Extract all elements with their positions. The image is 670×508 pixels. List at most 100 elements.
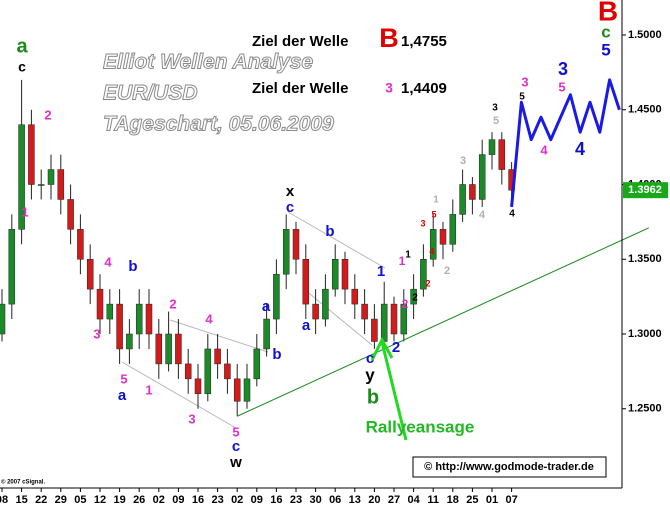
wave-label: b [367, 386, 379, 408]
forecast-line [510, 78, 621, 208]
candle-body [302, 259, 310, 305]
wave-label: c [18, 59, 26, 75]
candle-body [371, 318, 378, 342]
y-tick-label: 1.3000 [628, 328, 662, 340]
candle-body [47, 169, 55, 185]
wave-label: a [118, 387, 127, 404]
wave-label: 4 [575, 139, 585, 159]
candle-body [263, 318, 270, 350]
rally-arrow [370, 336, 408, 441]
wave-label: a [16, 35, 28, 57]
candle-body [37, 184, 45, 186]
wave-label: b [325, 223, 334, 240]
wave-label: 5 [120, 371, 127, 386]
last-price: 1.3962 [628, 184, 662, 196]
x-tick-label: 02 [153, 494, 165, 506]
candle-body [273, 273, 280, 320]
wave-label: a [262, 298, 271, 315]
wave-label: 1 [399, 254, 406, 268]
candle-body [341, 259, 349, 290]
wave-label: 2 [444, 265, 450, 277]
wave-label: 4 [509, 209, 515, 220]
candle-body [126, 333, 133, 350]
wave-label: 2 [425, 278, 430, 288]
candle-body [361, 303, 368, 320]
candle-body [165, 333, 172, 365]
plot [0, 78, 650, 417]
wave-label: c [601, 22, 610, 41]
channel-lines [121, 211, 386, 429]
candle-body [331, 259, 339, 290]
candle-body [380, 303, 388, 342]
y-tick-label: 1.5000 [628, 29, 662, 41]
wave-label: 4 [104, 254, 112, 269]
x-tick-label: 13 [349, 494, 361, 506]
candle-body [116, 303, 123, 350]
target-value: 1,4409 [401, 80, 447, 97]
source-box [412, 456, 607, 478]
wave-label: B [598, 0, 618, 26]
channel-line [121, 361, 237, 429]
wave-label: w [229, 454, 242, 471]
wave-label: 3 [558, 59, 568, 79]
candle-body [224, 363, 231, 380]
watermark-title: TAgeschart, 05.06.2009 [103, 113, 334, 136]
wave-label: c [232, 438, 240, 455]
x-tick-label: 26 [133, 494, 145, 506]
wave-label: 1 [21, 204, 28, 219]
wave-label: 1 [145, 382, 152, 397]
x-tick-label: 07 [505, 494, 517, 506]
candle-body [8, 229, 16, 305]
candle-body [322, 288, 329, 320]
candle-body [410, 288, 417, 305]
trendline [236, 227, 650, 417]
candle-body [135, 303, 143, 335]
x-tick-label: 12 [94, 494, 106, 506]
wave-label: 5 [601, 40, 610, 59]
candle-body [420, 259, 427, 290]
candle-body [400, 303, 408, 335]
x-tick-label: 18 [447, 494, 459, 506]
candle-body [233, 378, 241, 402]
candle-body [478, 154, 486, 200]
wave-label: Rallyeansage [366, 417, 475, 436]
target-label: Ziel der Welle [252, 33, 348, 50]
x-tick-label: 09 [172, 494, 184, 506]
candle-body [204, 348, 212, 395]
candle-body [282, 229, 290, 275]
candle-body [312, 303, 319, 320]
wave-label: 5 [519, 92, 525, 103]
source: © http://www.godmode-trader.de [424, 461, 594, 473]
candle-body [18, 124, 25, 230]
wave-label: 1 [433, 195, 439, 206]
wave-label: x [286, 183, 295, 200]
wave-label: 3 [460, 155, 466, 167]
wave-label: 3 [93, 326, 100, 341]
target-wave: B [379, 23, 399, 53]
wave-label: 1 [377, 263, 385, 280]
x-tick-label: 16 [192, 494, 204, 506]
candle-body [449, 214, 457, 245]
x-tick-label: 16 [270, 494, 282, 506]
y-tick-label: 1.4500 [628, 104, 662, 116]
candle-body [488, 139, 496, 155]
wave-label: c [366, 350, 374, 367]
target-value: 1,4755 [401, 33, 447, 50]
wave-label: c [286, 199, 294, 216]
x-tick-label: 23 [211, 494, 223, 506]
x-tick-label: 30 [309, 494, 321, 506]
candle-body [429, 229, 437, 260]
wave-label: 5 [493, 115, 499, 127]
candle-body [184, 363, 192, 380]
wave-label: 5 [431, 209, 436, 219]
x-tick-label: 22 [35, 494, 47, 506]
wave-label: a [302, 317, 311, 334]
wave-label: 3 [420, 218, 425, 228]
arrow-shaft [380, 341, 408, 441]
wave-label: 5 [558, 79, 565, 94]
overlay: Elliot Wellen Analyse EUR/USD TAgeschart, … [16, 0, 618, 471]
x-tick-label: 23 [290, 494, 302, 506]
candle-body [390, 303, 398, 335]
x-tick-label: 15 [15, 494, 27, 506]
wave-label: 2 [402, 297, 409, 311]
